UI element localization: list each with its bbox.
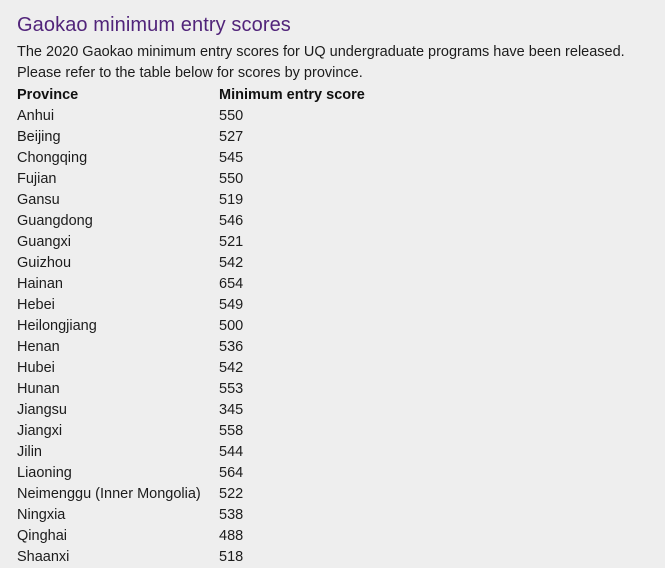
cell-province: Jiangxi: [17, 423, 63, 439]
cell-minimum-entry-score: 553: [219, 381, 244, 397]
table-row: Guizhou 542: [17, 253, 399, 274]
cell-province: Guangxi: [17, 234, 72, 250]
table-row: Jiangxi 558: [17, 421, 399, 442]
table-body: Anhui 550 Beijing 527 Chongqing 545 Fujian 550 G…: [17, 106, 399, 568]
table-row: Liaoning 564: [17, 463, 399, 484]
cell-minimum-entry-score: 527: [219, 129, 244, 145]
cell-minimum-entry-score: 558: [219, 423, 244, 439]
cell-province: Ningxia: [17, 507, 66, 523]
cell-minimum-entry-score: 550: [219, 171, 244, 187]
table-row: Jilin 544: [17, 442, 399, 463]
cell-province: Henan: [17, 339, 60, 355]
cell-province: Heilongjiang: [17, 318, 97, 334]
cell-province: Qinghai: [17, 528, 67, 544]
table-header: Province Minimum entry score: [17, 85, 399, 106]
cell-province: Shaanxi: [17, 549, 70, 565]
cell-province: Neimenggu (Inner Mongolia): [17, 486, 201, 502]
column-header-province: Province: [17, 87, 79, 103]
cell-minimum-entry-score: 550: [219, 108, 244, 124]
cell-province: Hubei: [17, 360, 55, 376]
cell-province: Fujian: [17, 171, 57, 187]
intro-line-2: Please refer to the table below for scor…: [17, 65, 363, 81]
table-row: Hunan 553: [17, 379, 399, 400]
cell-minimum-entry-score: 545: [219, 150, 244, 166]
cell-province: Guangdong: [17, 213, 93, 229]
cell-minimum-entry-score: 542: [219, 360, 244, 376]
cell-province: Anhui: [17, 108, 55, 124]
cell-minimum-entry-score: 519: [219, 192, 244, 208]
table-row: Guangdong 546: [17, 211, 399, 232]
table-row: Hebei 549: [17, 295, 399, 316]
table-row: Hubei 542: [17, 358, 399, 379]
intro-line-1: The 2020 Gaokao minimum entry scores for…: [17, 44, 625, 60]
table-row: Guangxi 521: [17, 232, 399, 253]
cell-minimum-entry-score: 538: [219, 507, 244, 523]
table-row: Ningxia 538: [17, 505, 399, 526]
cell-province: Jilin: [17, 444, 42, 460]
cell-minimum-entry-score: 500: [219, 318, 244, 334]
intro-paragraph: The 2020 Gaokao minimum entry scores for…: [17, 42, 637, 84]
table-row: Chongqing 545: [17, 148, 399, 169]
table-header-row: Province Minimum entry score: [17, 85, 399, 106]
cell-minimum-entry-score: 549: [219, 297, 244, 313]
cell-minimum-entry-score: 488: [219, 528, 244, 544]
table-row: Anhui 550: [17, 106, 399, 127]
cell-minimum-entry-score: 542: [219, 255, 244, 271]
table-row: Qinghai 488: [17, 526, 399, 547]
table-row: Jiangsu 345: [17, 400, 399, 421]
table-row: Gansu 519: [17, 190, 399, 211]
table-row: Beijing 527: [17, 127, 399, 148]
cell-province: Chongqing: [17, 150, 88, 166]
cell-minimum-entry-score: 536: [219, 339, 244, 355]
cell-minimum-entry-score: 564: [219, 465, 244, 481]
column-header-minimum-entry-score: Minimum entry score: [219, 87, 365, 103]
cell-minimum-entry-score: 518: [219, 549, 244, 565]
table-row: Heilongjiang 500: [17, 316, 399, 337]
table-row: Neimenggu (Inner Mongolia) 522: [17, 484, 399, 505]
table-row: Fujian 550: [17, 169, 399, 190]
cell-province: Liaoning: [17, 465, 72, 481]
gaokao-scores-table: Province Minimum entry score Anhui 550 Bei…: [17, 85, 399, 568]
cell-minimum-entry-score: 654: [219, 276, 244, 292]
cell-minimum-entry-score: 345: [219, 402, 244, 418]
cell-province: Beijing: [17, 129, 61, 145]
cell-province: Jiangsu: [17, 402, 67, 418]
cell-province: Hebei: [17, 297, 55, 313]
cell-province: Guizhou: [17, 255, 72, 271]
cell-province: Hainan: [17, 276, 63, 292]
table-row: Shaanxi 518: [17, 547, 399, 568]
cell-minimum-entry-score: 521: [219, 234, 244, 250]
cell-minimum-entry-score: 546: [219, 213, 244, 229]
cell-minimum-entry-score: 522: [219, 486, 244, 502]
table-row: Hainan 654: [17, 274, 399, 295]
cell-minimum-entry-score: 544: [219, 444, 244, 460]
page-title: Gaokao minimum entry scores: [17, 14, 291, 36]
cell-province: Hunan: [17, 381, 60, 397]
table-row: Henan 536: [17, 337, 399, 358]
cell-province: Gansu: [17, 192, 60, 208]
